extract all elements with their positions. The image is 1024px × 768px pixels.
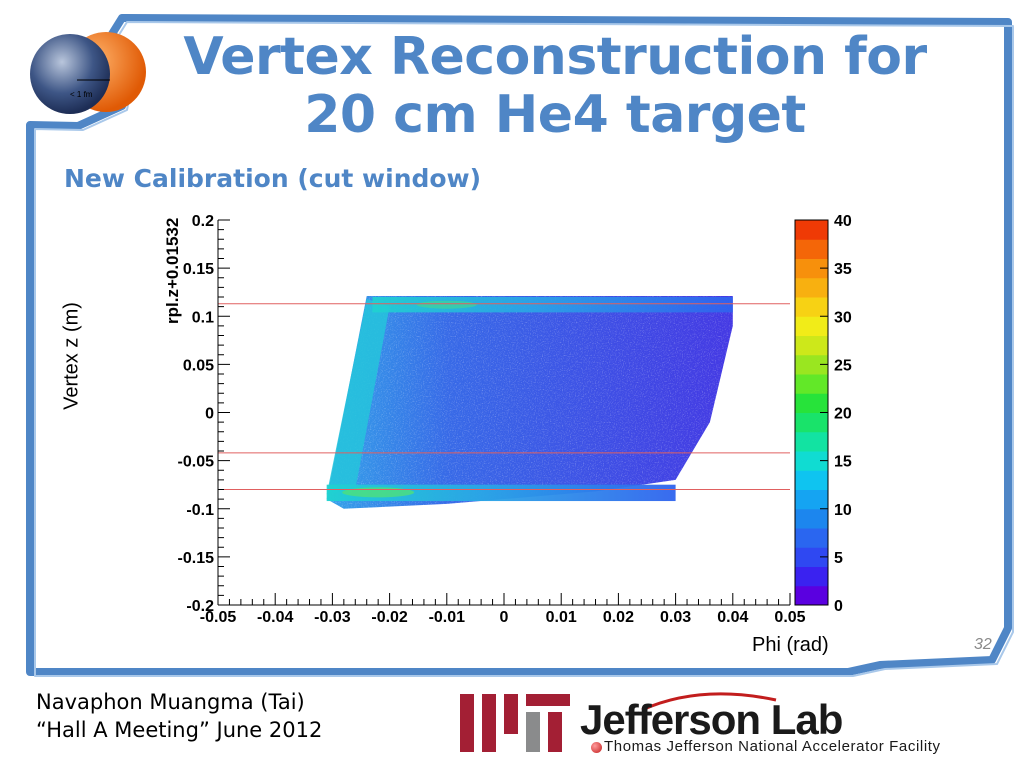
colorbar-swatch: [795, 508, 828, 529]
jlab-name: Jefferson Lab: [580, 696, 843, 743]
y-tick-label: -0.2: [186, 598, 214, 615]
y-tick-label: 0: [205, 406, 214, 423]
slide-subtitle: New Calibration (cut window): [64, 164, 482, 193]
colorbar-swatch: [795, 335, 828, 356]
colorbar-swatch: [795, 316, 828, 336]
x-tick-label: 0: [500, 609, 509, 626]
colorbar-swatch: [795, 220, 828, 240]
x-tick-label: 0.02: [603, 609, 634, 626]
heatmap-edge: [326, 298, 390, 495]
footer-event: “Hall A Meeting” June 2012: [36, 718, 323, 742]
logo-scale-label: < 1 fm: [70, 90, 93, 99]
colorbar-swatch: [795, 470, 828, 490]
heatmap-speckle: [326, 296, 733, 509]
page-number: 32: [974, 636, 992, 653]
colorbar-swatch: [795, 489, 828, 510]
colorbar-swatch: [795, 547, 828, 567]
colorbar-swatch: [795, 239, 828, 259]
mit-logo: [460, 694, 570, 752]
y-tick-label: -0.1: [186, 502, 214, 519]
heatmap-hotspot-upper: [416, 300, 477, 309]
y-tick-label: 0.2: [192, 213, 214, 230]
colorbar-tick-label: 10: [834, 502, 852, 519]
colorbar-tick-label: 5: [834, 550, 843, 567]
colorbar-swatch: [795, 374, 828, 394]
x-tick-label: -0.01: [429, 609, 466, 626]
x-tick-label: 0.05: [774, 609, 805, 626]
jlab-dot-icon: [591, 742, 602, 753]
jlab-facility: Thomas Jefferson National Accelerator Fa…: [604, 738, 941, 755]
inner-y-axis-label: rpl.z+0.01532: [163, 218, 182, 324]
y-tick-label: 0.05: [183, 357, 214, 374]
x-tick-label: 0.04: [717, 609, 748, 626]
colorbar-swatch: [795, 393, 828, 413]
x-axis-title: Phi (rad): [752, 634, 829, 656]
y-tick-label: -0.05: [178, 454, 215, 471]
colorbar-tick-label: 20: [834, 406, 852, 423]
colorbar-swatch: [795, 566, 828, 587]
heatmap-hotspot-lower: [342, 487, 415, 498]
heatmap-band-lower: [326, 484, 676, 502]
x-tick-label: 0.01: [546, 609, 577, 626]
footer-author-block: Navaphon Muangma (Tai) “Hall A Meeting” …: [36, 688, 322, 744]
colorbar-swatch: [795, 258, 828, 279]
colorbar-tick-label: 30: [834, 309, 852, 326]
spheres-logo: [30, 32, 146, 114]
y-axis-title: Vertex z (m): [60, 302, 83, 410]
x-tick-label: -0.05: [200, 609, 237, 626]
colorbar-swatch: [795, 297, 828, 317]
colorbar-swatch: [795, 277, 828, 298]
colorbar-tick-label: 25: [834, 357, 852, 374]
y-tick-label: 0.15: [183, 261, 214, 278]
colorbar-swatch: [795, 585, 828, 606]
colorbar-tick-label: 15: [834, 454, 852, 471]
colorbar-swatch: [795, 451, 828, 471]
y-tick-label: 0.1: [192, 309, 214, 326]
colorbar-swatch: [795, 431, 828, 452]
colorbar-tick-label: 40: [834, 213, 852, 230]
x-tick-label: 0.03: [660, 609, 691, 626]
colorbar-swatch: [795, 412, 828, 433]
colorbar-swatch: [795, 528, 828, 548]
slide-title: Vertex Reconstruction for 20 cm He4 targ…: [183, 27, 927, 145]
colorbar-tick-label: 0: [834, 598, 843, 615]
x-tick-label: -0.04: [257, 609, 294, 626]
y-tick-label: -0.15: [178, 550, 215, 567]
x-tick-label: -0.02: [371, 609, 408, 626]
footer-author: Navaphon Muangma (Tai): [36, 690, 305, 714]
jlab-swoosh: [641, 692, 777, 712]
heatmap-band-upper: [372, 297, 733, 313]
x-tick-label: -0.03: [314, 609, 351, 626]
colorbar-tick-label: 35: [834, 261, 852, 278]
colorbar-swatch: [795, 354, 828, 375]
